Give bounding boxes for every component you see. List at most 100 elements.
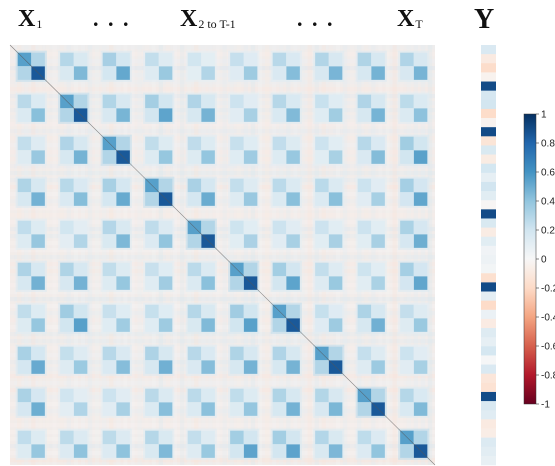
block-sub-tl	[60, 388, 74, 403]
block-sub-br	[73, 276, 88, 290]
block-sub-tr	[328, 430, 343, 445]
block-sub-tr	[73, 94, 88, 109]
block-sub-tr	[73, 346, 88, 361]
block-sub-bl	[400, 234, 414, 248]
colorbar-tick-label: -0.8	[541, 371, 555, 382]
block-sub-tl	[400, 94, 414, 109]
block-sub-bl	[60, 192, 74, 206]
block-sub-bl	[145, 276, 159, 290]
block-sub-tr	[286, 388, 300, 403]
texture-row	[10, 444, 435, 449]
block-sub-tl	[102, 52, 117, 67]
block-sub-br	[371, 192, 385, 206]
y-cell	[481, 346, 496, 356]
block-sub-tr	[286, 220, 300, 235]
block-sub-bl	[102, 150, 117, 164]
texture-col	[413, 45, 418, 465]
ellipsis-right: . . .	[297, 6, 335, 31]
block-sub-br	[201, 360, 215, 374]
block-sub-bl	[400, 318, 414, 332]
block-sub-tr	[286, 430, 300, 445]
y-cell	[481, 428, 496, 438]
texture-row	[10, 143, 435, 148]
texture-col	[17, 45, 22, 465]
block-sub-tr	[201, 94, 215, 109]
block-sub-tl	[187, 430, 202, 445]
block-sub-tl	[272, 136, 287, 151]
block-sub-br	[371, 318, 385, 332]
block-sub-bl	[187, 318, 202, 332]
block-sub-bl	[187, 234, 202, 248]
block-sub-br	[73, 402, 88, 416]
block-sub-tl	[400, 178, 414, 193]
y-cell	[481, 410, 496, 420]
block-sub-br	[116, 360, 130, 374]
block-sub-br	[328, 444, 343, 458]
block-sub-bl	[145, 444, 159, 458]
block-sub-tl	[315, 388, 329, 403]
block-sub-tl	[17, 262, 32, 277]
block-sub-tl	[357, 94, 372, 109]
block-sub-br	[413, 360, 428, 374]
texture-row	[10, 164, 435, 169]
texture-col	[236, 45, 241, 465]
texture-col	[250, 45, 256, 465]
block-sub-bl	[315, 150, 329, 164]
block-sub-tr	[73, 430, 88, 445]
block-sub-tl	[145, 136, 159, 151]
block-sub-br	[413, 234, 428, 248]
block-sub-tr	[286, 262, 300, 277]
block-sub-tl	[102, 430, 117, 445]
block-sub-tr	[116, 136, 130, 151]
colorbar-tick-label: 0.4	[541, 197, 555, 208]
block-sub-tl	[357, 178, 372, 193]
block-sub-bl	[145, 360, 159, 374]
y-cell	[481, 72, 496, 82]
block-sub-bl	[17, 360, 32, 374]
block-sub-bl	[60, 318, 74, 332]
texture-col	[95, 45, 100, 465]
block-sub-bl	[230, 318, 244, 332]
block-sub-br	[328, 192, 343, 206]
block-sub-tr	[371, 304, 385, 319]
block-sub-tr	[371, 346, 385, 361]
block-sub-br	[243, 150, 258, 164]
texture-row	[10, 206, 435, 211]
block-sub-bl	[357, 318, 372, 332]
block-sub-tr	[243, 430, 258, 445]
block-sub-tl	[230, 388, 244, 403]
block-sub-br	[243, 360, 258, 374]
block-sub-bl	[230, 276, 244, 290]
block-sub-bl	[60, 150, 74, 164]
colorbar-tick-label: 0.6	[541, 168, 555, 179]
block-sub-br	[116, 234, 130, 248]
block-sub-tr	[201, 52, 215, 67]
block-sub-br	[201, 150, 215, 164]
texture-col	[201, 45, 206, 465]
texture-col	[187, 45, 192, 465]
block-sub-bl	[400, 360, 414, 374]
block-sub-br	[243, 66, 258, 80]
block-sub-bl	[357, 234, 372, 248]
block-sub-tl	[315, 178, 329, 193]
block-sub-br	[31, 234, 45, 248]
texture-row	[10, 108, 435, 113]
y-cell	[481, 54, 496, 64]
y-cell	[481, 264, 496, 274]
block-sub-br	[328, 150, 343, 164]
colorbar: 1 0.8 0.6 0.4 0.2 0 -0.2 -0.4 -0.6 -0.8 -1	[523, 110, 555, 411]
block-sub-tl	[272, 220, 287, 235]
colorbar-tick-label: 0	[541, 255, 547, 266]
block-sub-tr	[413, 346, 428, 361]
block-sub-br	[413, 108, 428, 122]
block-sub-br	[243, 234, 258, 248]
y-cell	[481, 181, 496, 192]
block-sub-br	[116, 402, 130, 416]
texture-col	[385, 45, 390, 465]
block-sub-tl	[230, 220, 244, 235]
block-sub-bl	[187, 276, 202, 290]
y-cell	[481, 382, 496, 393]
texture-col	[59, 45, 64, 465]
texture-row	[10, 311, 435, 316]
